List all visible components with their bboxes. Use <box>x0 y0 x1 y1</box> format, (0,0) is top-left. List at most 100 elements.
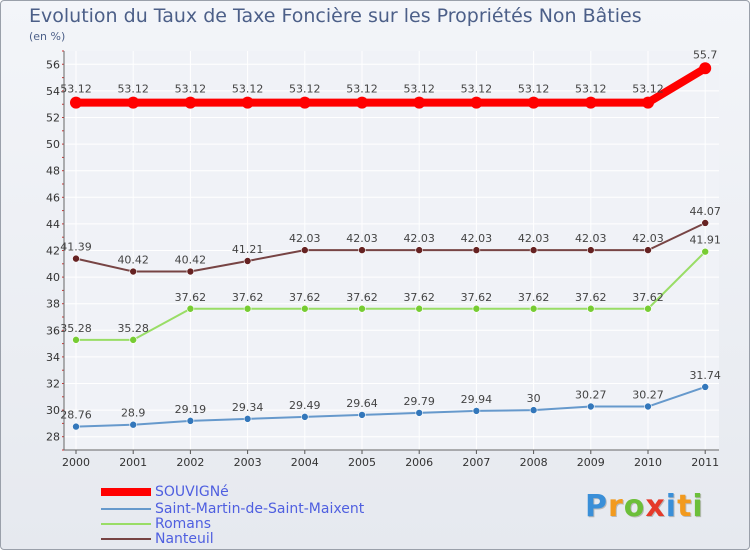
data-label-souvign: 53.12 <box>232 83 264 96</box>
data-label-nanteuil: 42.03 <box>632 232 664 245</box>
data-point-saint-martin-de-saint-maixent <box>300 413 309 421</box>
data-point-romans <box>72 336 80 344</box>
data-label-nanteuil: 41.21 <box>232 243 264 256</box>
data-point-romans <box>529 304 538 313</box>
data-label-souvign: 53.12 <box>575 83 607 96</box>
logo-letter: o <box>623 489 646 524</box>
data-point-souvign <box>584 96 597 109</box>
x-tick-label: 2010 <box>634 456 662 469</box>
data-label-romans: 37.62 <box>403 291 435 304</box>
data-label-saint-martin-de-saint-maixent: 31.74 <box>689 369 721 382</box>
y-tick-label: 34 <box>46 351 60 364</box>
data-label-saint-martin-de-saint-maixent: 29.49 <box>289 399 321 412</box>
data-label-saint-martin-de-saint-maixent: 30.27 <box>632 389 664 402</box>
data-point-saint-martin-de-saint-maixent <box>358 411 366 419</box>
data-label-saint-martin-de-saint-maixent: 30.27 <box>575 389 607 402</box>
data-point-romans <box>644 304 652 313</box>
y-tick-label: 32 <box>46 378 60 391</box>
data-point-souvign <box>356 96 368 109</box>
x-tick-label: 2001 <box>119 456 147 469</box>
data-label-souvign: 53.12 <box>518 83 550 96</box>
data-label-nanteuil: 42.03 <box>461 232 493 245</box>
data-point-nanteuil <box>72 254 80 263</box>
series-line-saint-martin-de-saint-maixent <box>75 385 707 428</box>
data-label-romans: 37.62 <box>461 291 493 304</box>
data-label-romans: 37.62 <box>346 291 378 304</box>
data-point-saint-martin-de-saint-maixent <box>243 415 252 423</box>
data-label-saint-martin-de-saint-maixent: 28.9 <box>121 407 146 420</box>
x-tick-label: 2006 <box>405 456 433 469</box>
data-label-romans: 35.28 <box>117 322 149 335</box>
data-label-souvign: 55.7 <box>693 48 718 61</box>
x-tick-label: 2005 <box>348 456 376 469</box>
data-label-souvign: 53.12 <box>346 83 378 96</box>
data-label-saint-martin-de-saint-maixent: 29.94 <box>461 393 493 406</box>
data-point-souvign <box>241 96 254 109</box>
data-label-nanteuil: 42.03 <box>346 232 378 245</box>
data-point-saint-martin-de-saint-maixent <box>186 417 195 425</box>
y-tick-label: 54 <box>46 85 60 98</box>
legend-swatch-saint-martin <box>101 508 151 510</box>
x-tick-label: 2003 <box>234 456 262 469</box>
logo-letter: i <box>692 489 704 524</box>
proxiti-logo: Proxiti <box>585 489 704 524</box>
data-label-romans: 41.91 <box>689 234 721 247</box>
series-line-romans <box>75 250 707 341</box>
legend-item-souvigne: SOUVIGNé <box>101 484 229 500</box>
data-point-saint-martin-de-saint-maixent <box>586 402 595 411</box>
series-line-nanteuil <box>75 221 707 273</box>
legend-swatch-souvigne <box>101 488 151 496</box>
data-point-romans <box>472 304 481 313</box>
data-label-souvign: 53.12 <box>60 83 92 96</box>
data-label-romans: 37.62 <box>175 291 207 304</box>
data-label-souvign: 53.12 <box>461 83 493 96</box>
data-label-saint-martin-de-saint-maixent: 30 <box>527 392 541 405</box>
data-point-souvign <box>699 62 712 75</box>
data-label-romans: 37.62 <box>289 291 321 304</box>
y-tick-label: 38 <box>46 298 60 311</box>
data-point-nanteuil <box>358 246 366 254</box>
y-tick-label: 50 <box>46 138 60 151</box>
y-tick-label: 30 <box>46 404 60 417</box>
legend-swatch-nanteuil <box>101 538 151 540</box>
logo-letter: i <box>665 489 678 524</box>
data-point-saint-martin-de-saint-maixent <box>129 420 137 429</box>
data-label-nanteuil: 41.39 <box>60 241 92 254</box>
y-tick-label: 52 <box>46 112 60 125</box>
data-point-nanteuil <box>529 246 538 254</box>
x-tick-label: 2011 <box>691 456 719 469</box>
data-point-romans <box>300 304 309 313</box>
legend-label-romans: Romans <box>155 516 212 532</box>
data-label-souvign: 53.12 <box>117 83 149 96</box>
chart-title: Evolution du Taux de Taxe Foncière sur l… <box>29 5 642 27</box>
x-tick-label: 2000 <box>62 456 90 469</box>
legend-swatch-romans <box>101 523 151 525</box>
x-tick-label: 2009 <box>577 456 605 469</box>
data-point-romans <box>415 304 424 313</box>
x-tick-label: 2008 <box>520 456 548 469</box>
data-point-saint-martin-de-saint-maixent <box>644 402 652 411</box>
data-point-romans <box>358 304 366 313</box>
legend-item-nanteuil: Nanteuil <box>101 531 214 547</box>
y-tick-label: 48 <box>46 165 60 178</box>
data-label-souvign: 53.12 <box>403 83 435 96</box>
data-point-saint-martin-de-saint-maixent <box>472 407 481 415</box>
data-label-romans: 37.62 <box>632 291 664 304</box>
data-point-saint-martin-de-saint-maixent <box>72 422 80 431</box>
data-label-romans: 37.62 <box>232 291 264 304</box>
data-point-romans <box>129 336 137 344</box>
data-point-saint-martin-de-saint-maixent <box>415 409 424 417</box>
logo-letter: P <box>585 489 608 524</box>
data-label-saint-martin-de-saint-maixent: 29.79 <box>403 395 435 408</box>
data-label-souvign: 53.12 <box>175 83 207 96</box>
data-point-souvign <box>184 96 197 109</box>
data-point-souvign <box>413 96 426 109</box>
y-tick-label: 56 <box>46 58 60 71</box>
legend-label-nanteuil: Nanteuil <box>155 531 214 547</box>
x-tick-label: 2007 <box>462 456 490 469</box>
data-point-nanteuil <box>586 246 595 254</box>
data-point-souvign <box>127 96 140 109</box>
y-tick-label: 36 <box>46 324 60 337</box>
y-tick-label: 46 <box>46 191 60 204</box>
legend-label-souvigne: SOUVIGNé <box>155 484 229 500</box>
